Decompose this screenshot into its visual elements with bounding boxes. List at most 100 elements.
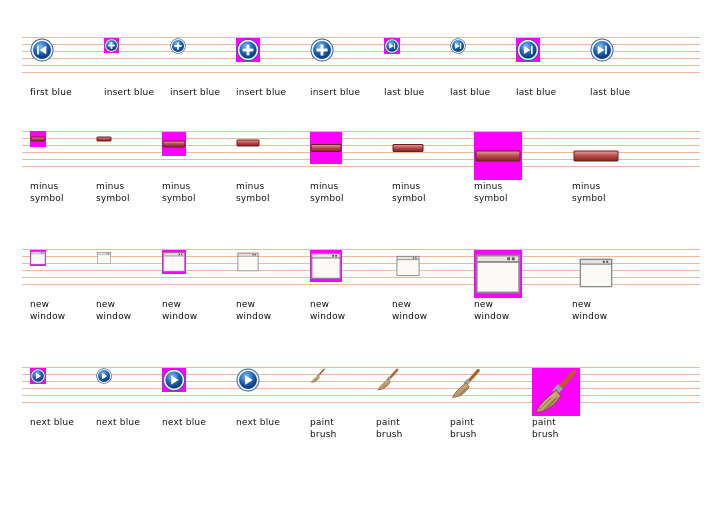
caption-line: window — [236, 312, 272, 322]
new-window-icon — [162, 250, 186, 274]
next-blue-icon — [96, 368, 112, 384]
insert-blue-icon — [236, 38, 260, 62]
caption-line: new — [310, 300, 330, 310]
caption-line: brush — [310, 430, 337, 440]
icon-caption: first blue — [30, 87, 72, 99]
icon-caption: minus symbol — [236, 181, 270, 205]
icon-caption: insert blue — [104, 87, 154, 99]
guide-line — [22, 256, 700, 257]
guide-line — [22, 159, 700, 160]
minus-symbol-icon — [236, 136, 260, 150]
caption-line: minus — [310, 182, 339, 192]
caption-line: next blue — [30, 418, 75, 428]
guide-line — [22, 381, 700, 382]
icon-caption: next blue — [30, 417, 74, 429]
caption-line: next blue — [96, 418, 141, 428]
icon-caption: new window — [96, 299, 131, 323]
first-blue-icon — [30, 38, 54, 62]
guide-line — [22, 65, 700, 66]
caption-line: next blue — [236, 418, 281, 428]
caption-line: window — [96, 312, 132, 322]
minus-symbol-icon — [572, 146, 620, 166]
minus-symbol-icon — [96, 135, 112, 143]
caption-line: paint — [532, 418, 556, 428]
caption-line: window — [392, 312, 428, 322]
caption-line: new — [474, 300, 494, 310]
guide-line — [22, 277, 700, 278]
caption-line: window — [474, 312, 510, 322]
row-blue-media-guides — [22, 37, 700, 75]
caption-line: minus — [572, 182, 601, 192]
icon-caption: last blue — [516, 87, 556, 99]
icon-caption: paint brush — [310, 417, 337, 441]
caption-line: symbol — [236, 194, 270, 204]
minus-symbol-icon — [474, 132, 522, 180]
icon-caption: minus symbol — [30, 181, 64, 205]
icon-caption: insert blue — [170, 87, 220, 99]
guide-line — [22, 374, 700, 375]
next-blue-icon — [162, 368, 186, 392]
new-window-icon — [310, 250, 342, 282]
icon-caption: next blue — [96, 417, 140, 429]
next-blue-icon — [236, 368, 260, 392]
caption-line: symbol — [30, 194, 64, 204]
caption-line: new — [392, 300, 412, 310]
icon-caption: new window — [572, 299, 607, 323]
new-window-icon — [474, 250, 522, 298]
caption-line: last blue — [450, 88, 491, 98]
guide-line — [22, 284, 700, 285]
caption-line: paint — [376, 418, 400, 428]
icon-caption: paint brush — [450, 417, 477, 441]
minus-symbol-icon — [392, 140, 424, 156]
caption-line: window — [162, 312, 198, 322]
last-blue-icon — [384, 38, 400, 54]
guide-line — [22, 145, 700, 146]
guide-line — [22, 166, 700, 167]
new-window-icon — [236, 251, 260, 273]
next-blue-icon — [30, 368, 46, 384]
icon-caption: paint brush — [532, 417, 559, 441]
caption-line: paint — [310, 418, 334, 428]
icon-caption: minus symbol — [96, 181, 130, 205]
caption-line: symbol — [310, 194, 344, 204]
caption-line: brush — [450, 430, 477, 440]
icon-caption: new window — [236, 299, 271, 323]
minus-symbol-icon — [310, 132, 342, 164]
insert-blue-icon — [170, 38, 186, 54]
new-window-icon — [392, 254, 424, 278]
icon-caption: minus symbol — [310, 181, 344, 205]
icon-caption: last blue — [590, 87, 630, 99]
caption-line: symbol — [474, 194, 508, 204]
paint-brush-icon — [532, 368, 580, 416]
paint-brush-icon — [310, 368, 326, 384]
icon-caption: last blue — [384, 87, 424, 99]
insert-blue-icon — [310, 38, 334, 62]
icon-caption: insert blue — [310, 87, 360, 99]
caption-line: brush — [532, 430, 559, 440]
last-blue-icon — [450, 38, 466, 54]
caption-line: new — [30, 300, 50, 310]
caption-line: new — [96, 300, 116, 310]
caption-line: window — [572, 312, 608, 322]
guide-line — [22, 51, 700, 52]
paint-brush-icon — [376, 368, 400, 392]
last-blue-icon — [590, 38, 614, 62]
row-minus-symbol-guides — [22, 131, 700, 169]
caption-line: brush — [376, 430, 403, 440]
paint-brush-icon — [450, 368, 482, 400]
guide-line — [22, 402, 700, 403]
caption-line: symbol — [96, 194, 130, 204]
minus-symbol-icon — [30, 131, 46, 147]
icon-caption: next blue — [162, 417, 206, 429]
guide-line — [22, 367, 700, 368]
caption-line: minus — [162, 182, 191, 192]
row-new-window-guides — [22, 249, 700, 287]
icon-caption: minus symbol — [474, 181, 508, 205]
guide-line — [22, 152, 700, 153]
icon-caption: minus symbol — [572, 181, 606, 205]
icon-caption: minus symbol — [162, 181, 196, 205]
guide-line — [22, 138, 700, 139]
icon-caption: new window — [162, 299, 197, 323]
caption-line: insert blue — [104, 88, 155, 98]
